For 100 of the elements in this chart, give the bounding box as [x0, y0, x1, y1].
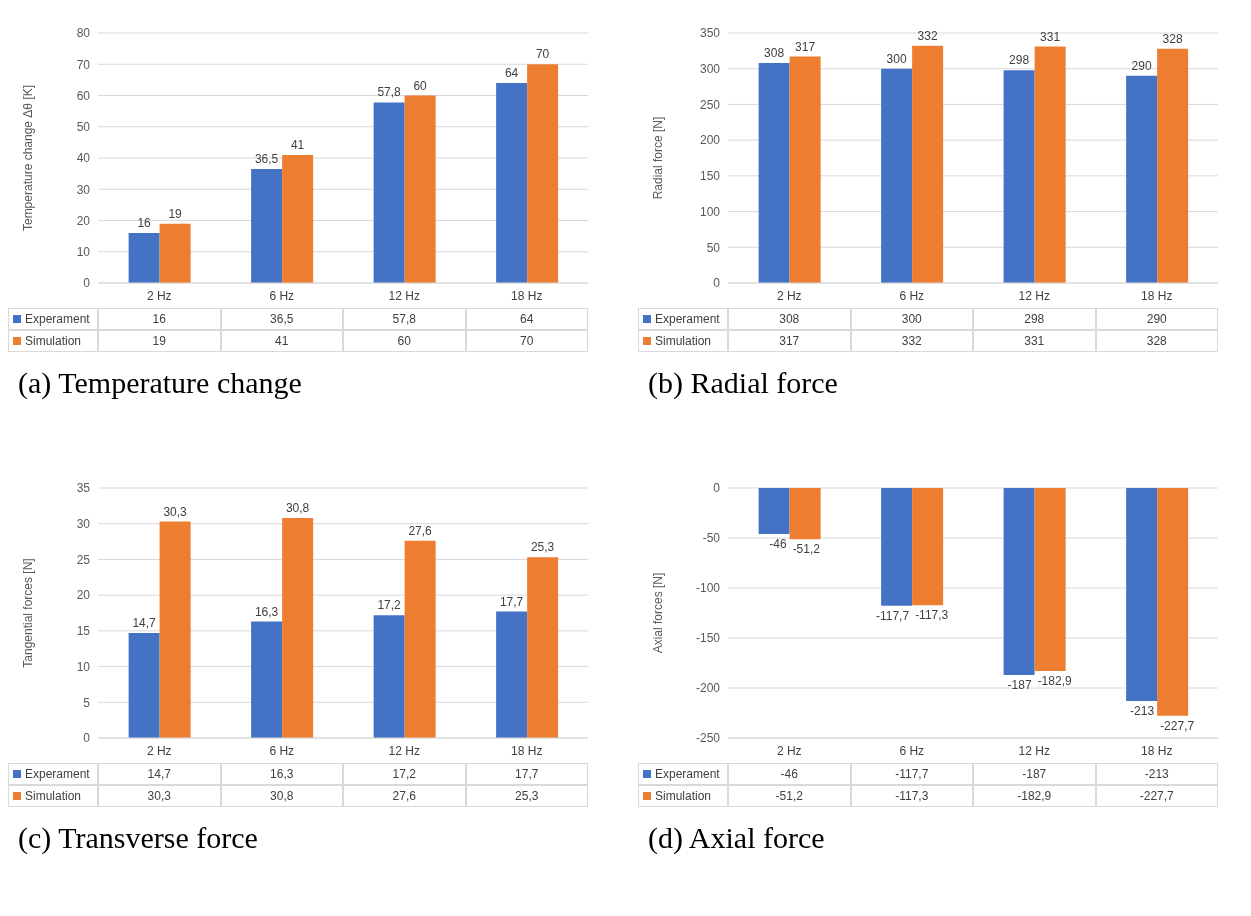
text: 60: [413, 78, 427, 93]
y-tick-label: 300: [699, 61, 721, 76]
y-tick-label: -100: [695, 581, 721, 596]
x-tick-label: 18 Hz: [1141, 743, 1173, 758]
text: 25,3: [530, 540, 555, 555]
y-tick-label: 70: [76, 57, 91, 72]
data-label: 19: [98, 330, 221, 352]
text: 64: [504, 66, 519, 80]
data-label: 17,2: [343, 763, 466, 785]
y-tick-label: 0: [713, 481, 721, 496]
data-label: 17,7: [465, 763, 588, 785]
y-tick-label: -200: [695, 681, 721, 696]
data-label: 14,7: [98, 763, 221, 785]
text: 41: [290, 137, 305, 152]
text: 331: [1040, 29, 1061, 44]
text: 36,5: [254, 151, 279, 166]
bar: [128, 233, 160, 283]
text: 19: [168, 206, 182, 221]
bar: [1157, 48, 1189, 283]
text: -213: [1130, 704, 1155, 718]
y-tick-label: -250: [695, 731, 721, 746]
y-tick-label: -50: [702, 531, 721, 546]
y-tick-label: 5: [83, 695, 91, 710]
x-tick-label: 2 Hz: [776, 743, 802, 758]
bar: [881, 68, 913, 283]
data-label: 30,8: [220, 785, 343, 807]
bar: [1003, 70, 1035, 283]
bar: [404, 95, 436, 283]
y-tick-label: 100: [699, 204, 721, 219]
text: 57,8: [377, 85, 401, 100]
text: 17,2: [377, 598, 401, 613]
bar: [404, 540, 436, 738]
x-tick-label: 6 Hz: [899, 288, 925, 303]
data-label: 317: [728, 330, 851, 352]
legend-label: Simulation: [8, 785, 98, 807]
bar: [251, 621, 283, 738]
bar: [128, 633, 160, 738]
text: 14,7: [132, 616, 156, 630]
y-tick-label: -150: [695, 631, 721, 646]
data-label: 57,8: [343, 308, 466, 330]
y-tick-label: 40: [76, 151, 91, 166]
y-tick-label: 200: [699, 133, 721, 148]
text: -117,3: [915, 608, 949, 623]
legend-label: Simulation: [638, 785, 728, 807]
x-tick-label: 18 Hz: [1141, 288, 1173, 303]
bar: [496, 83, 528, 283]
text: 30,8: [285, 501, 310, 515]
y-tick-label: 20: [76, 213, 91, 228]
legend-label: Experament: [8, 308, 98, 330]
legend-label: Experament: [8, 763, 98, 785]
text: 308: [764, 46, 785, 60]
y-tick-label: 30: [76, 516, 91, 531]
y-tick-label: 50: [76, 120, 91, 135]
bar: [251, 168, 283, 283]
bar: [159, 521, 191, 738]
bar: [373, 615, 405, 738]
legend-label: Experament: [638, 763, 728, 785]
bar: [789, 56, 821, 283]
y-tick-label: 25: [76, 552, 91, 567]
bar: [1126, 75, 1158, 283]
bar: [282, 154, 314, 283]
y-tick-label: 50: [706, 240, 721, 255]
data-label: 36,5: [220, 308, 343, 330]
y-tick-label: 20: [76, 588, 91, 603]
data-label: 41: [220, 330, 343, 352]
data-label: 298: [973, 308, 1096, 330]
y-axis-title: Temperature change Δθ [K]: [21, 84, 36, 232]
data-label: 16: [98, 308, 221, 330]
data-label: -117,7: [850, 763, 973, 785]
text: -227,7: [1160, 718, 1195, 733]
bar: [159, 223, 191, 283]
x-tick-label: 18 Hz: [511, 743, 543, 758]
text: 332: [917, 28, 938, 43]
bar: [912, 45, 944, 283]
legend-label: Experament: [638, 308, 728, 330]
x-tick-label: 6 Hz: [269, 743, 295, 758]
text: 290: [1131, 58, 1152, 73]
y-tick-label: 10: [76, 659, 91, 674]
text: 16: [137, 216, 151, 230]
bar: [373, 102, 405, 283]
text: -182,9: [1037, 673, 1072, 688]
text: 70: [535, 47, 550, 62]
x-tick-label: 12 Hz: [1018, 743, 1050, 758]
text: 317: [795, 39, 816, 54]
x-tick-label: 12 Hz: [1018, 288, 1050, 303]
y-tick-label: 30: [76, 182, 91, 197]
data-label: -227,7: [1095, 785, 1218, 807]
y-tick-label: 0: [83, 276, 91, 291]
y-tick-label: 80: [76, 26, 91, 41]
y-tick-label: 35: [76, 481, 91, 496]
text: 30,3: [163, 504, 187, 519]
y-tick-label: 250: [699, 97, 721, 112]
data-label: 27,6: [343, 785, 466, 807]
x-tick-label: 6 Hz: [899, 743, 925, 758]
x-tick-label: 2 Hz: [776, 288, 802, 303]
data-label: 290: [1095, 308, 1218, 330]
y-tick-label: 60: [76, 88, 91, 103]
x-tick-label: 18 Hz: [511, 288, 543, 303]
text: 16,3: [254, 604, 279, 619]
data-label: 70: [465, 330, 588, 352]
